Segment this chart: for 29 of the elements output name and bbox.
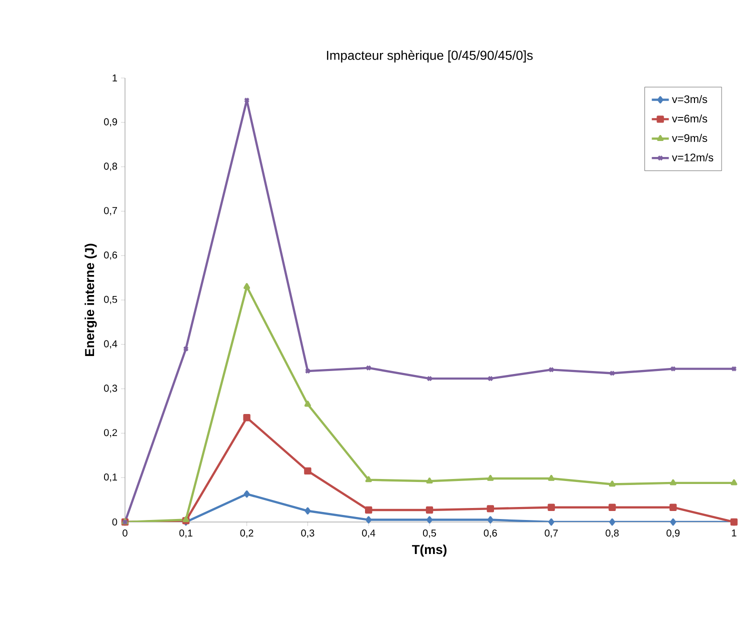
y-tick-label: 0,1 [104, 473, 117, 482]
x-axis-title: T(ms) [412, 544, 446, 557]
legend-label: v=3m/s [672, 95, 708, 104]
y-tick-label: 0,9 [104, 118, 118, 127]
x-tick-label: 1 [732, 530, 736, 536]
y-tick-label: 0,3 [104, 384, 118, 393]
y-tick-label: 0,5 [104, 296, 118, 304]
legend-label: v=12m/s [672, 153, 714, 162]
legend-label: v=9m/s [672, 134, 708, 142]
x-tick-label: 0,3 [301, 530, 314, 538]
y-tick-label: 1 [112, 74, 118, 82]
y-axis-title: Energie interne (J) [84, 244, 97, 356]
y-tick-label: 0,2 [104, 429, 117, 438]
y-tick-label: 0,7 [104, 207, 117, 216]
y-tick-label: 0,6 [104, 251, 118, 260]
x-tick-label: 0 [122, 530, 128, 537]
x-tick-label: 0,6 [484, 530, 497, 538]
x-tick-label: 0,8 [606, 530, 619, 538]
x-tick-label: 0,2 [240, 530, 254, 538]
x-tick-label: 0,7 [544, 530, 558, 538]
x-tick-label: 0,1 [179, 530, 192, 538]
legend-label: v=6m/s [672, 114, 708, 123]
x-tick-label: 0,4 [362, 530, 376, 538]
x-tick-label: 0,5 [422, 530, 436, 538]
chart-title: Impacteur sphèrique [0/45/90/45/0]s [327, 50, 533, 62]
y-tick-label: 0,8 [104, 162, 118, 171]
y-tick-label: 0,4 [104, 340, 118, 349]
y-tick-label: 0 [112, 518, 118, 526]
x-tick-label: 0,9 [666, 530, 680, 538]
